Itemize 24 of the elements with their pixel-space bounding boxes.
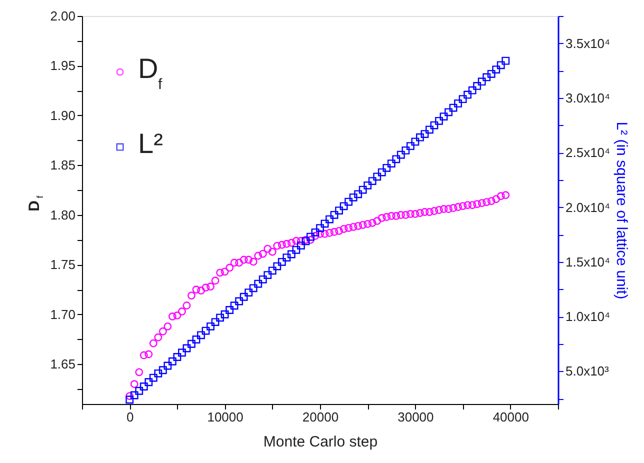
y2-tick-label: 3.0x10⁴	[566, 90, 610, 106]
x-tick-label: 20000	[302, 410, 339, 424]
y-tick-label: 1.85	[50, 158, 76, 173]
x-tick-label: 30000	[398, 410, 434, 424]
y2-tick-label: 1.0x10⁴	[566, 309, 610, 324]
y-tick-label: 1.70	[50, 306, 76, 322]
x-tick-label: 10000	[207, 410, 244, 424]
y-tick-label: 1.80	[50, 207, 76, 222]
y2-axis-title: L² (in square of lattice unit)	[613, 122, 630, 300]
y-tick-label: 1.65	[50, 356, 76, 372]
legend-label: L²	[138, 128, 163, 159]
y2-tick-label: 5.0x10³	[566, 364, 610, 379]
x-axis-title: Monte Carlo step	[263, 434, 378, 450]
y-axis-title: Df	[26, 195, 45, 212]
y2-tick-label: 3.5x10⁴	[566, 36, 610, 51]
y-tick-label: 1.75	[50, 257, 76, 272]
y-tick-label: 1.90	[50, 108, 76, 123]
y2-tick-label: 2.0x10⁴	[566, 200, 610, 215]
x-tick-label: 0	[126, 410, 134, 424]
y2-tick-label: 2.5x10⁴	[566, 145, 610, 160]
y2-tick-label: 1.5x10⁴	[566, 254, 610, 270]
x-tick-label: 40000	[492, 410, 529, 424]
y-tick-label: 2.00	[50, 8, 76, 24]
y-tick-label: 1.95	[50, 58, 76, 74]
